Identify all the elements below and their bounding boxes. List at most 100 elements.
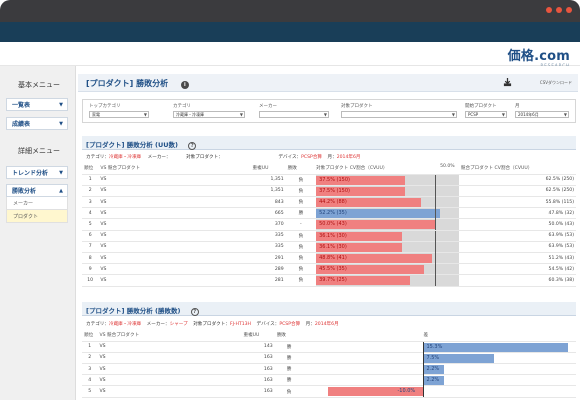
window-dot-icon[interactable] [556, 7, 562, 13]
table-row[interactable]: 3 VS 163 勝 2.2% [82, 363, 576, 376]
col-uu: 重複UU [250, 163, 286, 175]
col-self-cv: 対象プロダクト CV割合（CVUU） 50.0% [316, 163, 459, 175]
row-uu: 281 [250, 274, 286, 287]
table-row[interactable]: 1 VS 143 勝 15.3% [82, 341, 576, 353]
zero-axis [423, 352, 425, 364]
row-product[interactable] [152, 207, 251, 220]
table-row[interactable]: 5 VS 370-50.0% (43) 50.0% (43) [82, 218, 576, 231]
row-rank: 10 [82, 274, 99, 287]
self-cv-value: 50.0% (43) [319, 221, 347, 228]
table-row[interactable]: 1 VS 1,351 負 37.5% (150) 62.5% (250) [82, 174, 576, 186]
row-self-cv-bar: 44.2% (88) [316, 196, 459, 209]
table-row[interactable]: 4 VS 665 勝 52.2% (35) 47.8% (32) [82, 207, 576, 220]
row-self-cv-bar: 52.2% (35) [316, 207, 459, 220]
row-vs: VS [98, 174, 153, 186]
row-comp-cv: 63.9% (53) [458, 241, 576, 254]
row-product[interactable] [152, 263, 251, 276]
col-diff-label: 差 [423, 333, 429, 338]
detail-menu-title: 詳細メニュー [18, 147, 60, 155]
row-product[interactable] [148, 352, 242, 365]
row-comp-cv: 50.0% (43) [458, 218, 576, 231]
diff-bar [423, 376, 445, 386]
filter-top-category-select[interactable]: 家電 ▼ [89, 111, 149, 118]
col-diff: 差 [303, 330, 576, 342]
table-row[interactable]: 5 VS 163 負 -10.0% [82, 385, 576, 398]
col-vs: VS 競合プロダクト [98, 163, 153, 175]
row-result: 負 [274, 385, 304, 398]
filter-label: 開始プロダクト [465, 104, 497, 109]
table-row[interactable]: 4 VS 163 勝 2.2% [82, 374, 576, 387]
download-csv-link[interactable]: CSVダウンロード [539, 80, 572, 85]
table-row[interactable]: 3 VS 843 負 44.2% (88) 55.8% (115) [82, 196, 576, 209]
sidebar-sub-maker[interactable]: メーカー [6, 197, 68, 210]
row-product[interactable] [148, 363, 242, 376]
row-product[interactable] [148, 374, 242, 387]
table-row[interactable]: 2 VS 163 勝 7.5% [82, 352, 576, 365]
row-product[interactable] [152, 185, 251, 198]
self-cv-bar [316, 254, 433, 263]
row-product[interactable] [148, 385, 242, 398]
diff-bar [328, 387, 424, 397]
window-dot-icon[interactable] [546, 7, 552, 13]
chevron-down-icon: ▼ [59, 169, 63, 176]
cut-line [435, 219, 437, 231]
row-product[interactable] [152, 252, 251, 265]
table-row[interactable]: 9 VS 289 負 45.5% (35) 54.5% (42) [82, 263, 576, 276]
row-product[interactable] [152, 230, 251, 242]
window-titlebar [0, 0, 580, 22]
table-row[interactable]: 6 VS 335 負 36.1% (30) 63.9% (53) [82, 230, 576, 242]
row-self-cv-bar: 50.0% (43) [316, 218, 459, 231]
self-cv-value: 48.8% (41) [319, 255, 347, 261]
info-icon[interactable]: i [180, 81, 189, 89]
filter-label: トップカテゴリ [89, 104, 121, 109]
row-result: 勝 [274, 341, 304, 353]
row-product[interactable] [148, 341, 242, 353]
row-vs: VS [98, 230, 153, 242]
sidebar-item-list[interactable]: 一覧表 ▼ [6, 98, 68, 111]
filter-maker-select[interactable]: ▼ [259, 111, 329, 118]
question-icon[interactable]: ? [190, 308, 199, 316]
table-row[interactable]: 8 VS 291 負 48.8% (41) 51.2% (43) [82, 252, 576, 265]
row-product[interactable] [152, 241, 251, 254]
row-uu: 291 [250, 252, 286, 265]
filter-month-select[interactable]: 2014年6月 ▼ [515, 111, 569, 118]
row-result: 勝 [274, 352, 304, 365]
table-row[interactable]: 7 VS 335 負 36.1% (30) 63.9% (53) [82, 241, 576, 254]
window-dot-icon[interactable] [566, 7, 572, 13]
filter-label: カテゴリ [173, 104, 191, 109]
cond-month: 2014年6月 [314, 322, 339, 327]
chevron-up-icon: ▲ [59, 187, 63, 194]
row-uu: 163 [241, 352, 275, 365]
cond-category-label: カテゴリ： [86, 155, 109, 160]
row-product[interactable] [152, 174, 251, 186]
filter-device-select[interactable]: PCSP ▼ [465, 111, 507, 118]
row-self-cv-bar: 37.5% (150) [316, 185, 459, 198]
table-row[interactable]: 10 VS 281 負 39.7% (25) 60.3% (38) [82, 274, 576, 287]
col-uu: 重複UU [241, 330, 275, 342]
filter-label: 対象プロダクト [341, 104, 373, 109]
row-product[interactable] [152, 274, 251, 287]
filter-target-product-select[interactable]: ▼ [341, 111, 457, 118]
cut-line [435, 253, 437, 264]
sidebar-item-report[interactable]: 成績表 ▼ [6, 117, 68, 130]
row-uu: 289 [250, 263, 286, 276]
filter-label: メーカー [259, 104, 277, 109]
zero-axis [423, 364, 425, 376]
kakaku-logo[interactable]: 価格.com RESEARCH [508, 45, 570, 68]
row-product[interactable] [152, 196, 251, 209]
filter-category-select[interactable]: 冷蔵庫・冷凍庫 ▼ [173, 111, 245, 118]
sidebar-sub-product[interactable]: プロダクト [6, 210, 68, 223]
table-row[interactable]: 2 VS 1,351 負 37.5% (150) 62.5% (250) [82, 185, 576, 198]
row-product[interactable] [152, 218, 251, 231]
section-uu-conditions: カテゴリ：冷蔵庫・冷凍庫 メーカー： 対象プロダクト： デバイス：PCSP合算 … [86, 154, 361, 160]
sidebar-item-trend[interactable]: トレンド分析 ▼ [6, 166, 68, 179]
download-icon[interactable] [503, 78, 512, 87]
diff-value: -10.0% [397, 388, 416, 395]
question-icon[interactable]: ? [188, 142, 197, 150]
row-result: 負 [285, 230, 317, 242]
page-header: [プロダクト] 勝敗分析 i CSVダウンロード [78, 74, 578, 92]
table-header-row: 順位 VS 競合プロダクト 重複UU 勝敗 対象プロダクト CV割合（CVUU）… [82, 163, 576, 175]
table-header-row: 順位 VS 競合プロダクト 重複UU 勝敗 差 [82, 330, 576, 342]
self-cv-bar [316, 265, 425, 275]
sidebar-item-winloss[interactable]: 勝敗分析 ▲ [6, 184, 68, 197]
